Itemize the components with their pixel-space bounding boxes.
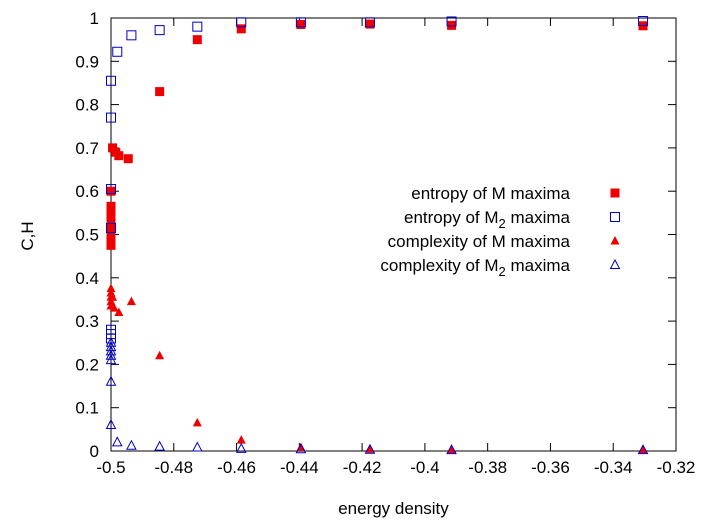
data-point <box>155 350 165 360</box>
data-point <box>446 16 457 27</box>
data-point <box>236 435 246 444</box>
data-point <box>126 30 137 41</box>
marks-layer <box>105 16 649 455</box>
data-point <box>106 184 116 195</box>
x-axis-title: energy density <box>338 499 449 518</box>
data-point <box>126 439 137 450</box>
x-tick-label: -0.44 <box>280 458 319 477</box>
data-point <box>105 336 117 347</box>
data-point <box>109 303 119 312</box>
y-axis-title: C,H <box>18 221 37 250</box>
legend-marker <box>610 188 620 198</box>
x-tick-label: -0.4 <box>410 458 439 477</box>
legend-label: entropy of M2 maxima <box>404 208 571 231</box>
data-point <box>105 375 117 386</box>
data-point <box>106 112 116 123</box>
y-tick-label: 0.2 <box>75 355 99 374</box>
legend-label: entropy of M maxima <box>411 184 570 203</box>
data-point <box>192 417 202 427</box>
data-point <box>365 444 375 453</box>
y-tick-label: 0.5 <box>75 226 99 245</box>
y-tick-label: 0.3 <box>75 312 99 331</box>
data-point <box>106 223 116 234</box>
legend-marker <box>609 258 621 269</box>
data-point <box>154 440 165 451</box>
data-point <box>295 17 306 28</box>
data-point <box>126 296 136 306</box>
data-point <box>296 19 306 29</box>
legend-label: complexity of M2 maxima <box>380 256 570 279</box>
data-point <box>154 25 165 36</box>
data-point <box>447 444 457 454</box>
data-point <box>106 75 116 86</box>
legend-label-suffix: maxima <box>510 208 570 227</box>
legend-label-main: complexity of M <box>380 256 498 275</box>
series-3 <box>105 336 649 455</box>
data-point <box>106 201 116 211</box>
data-point <box>123 154 133 164</box>
data-point <box>447 20 457 30</box>
y-tick-label: 1 <box>90 9 99 28</box>
data-point <box>235 442 247 453</box>
data-point <box>638 444 648 454</box>
x-tick-label: -0.5 <box>96 458 125 477</box>
data-point <box>106 234 116 244</box>
x-tick-label: -0.36 <box>531 458 570 477</box>
series-1 <box>106 16 649 344</box>
data-point <box>192 21 203 32</box>
x-tick-label: -0.38 <box>468 458 507 477</box>
legend-label-suffix: maxima <box>510 256 570 275</box>
ticks-layer: -0.5 -0.48 -0.46 -0.44 -0.42 -0.4 -0.38 -0.36 -0… <box>75 9 695 477</box>
data-point <box>236 17 247 28</box>
data-point <box>364 443 376 454</box>
data-point <box>106 324 116 335</box>
x-tick-label: -0.34 <box>594 458 633 477</box>
data-point <box>106 225 116 235</box>
data-point <box>295 443 307 454</box>
data-point <box>365 19 375 29</box>
x-tick-label: -0.42 <box>343 458 382 477</box>
data-point <box>105 418 117 430</box>
data-point <box>191 441 203 452</box>
data-point <box>108 292 118 301</box>
y-tick-label: 0.4 <box>75 269 99 288</box>
data-point <box>637 444 649 455</box>
data-point <box>106 296 116 306</box>
x-tick-label: -0.32 <box>657 458 696 477</box>
legend-label: complexity of M maxima <box>388 232 571 251</box>
y-tick-label: 0 <box>90 442 99 461</box>
x-tick-label: -0.46 <box>217 458 256 477</box>
data-point <box>114 151 124 161</box>
data-point <box>446 444 457 455</box>
legend-label-main: entropy of M <box>404 208 499 227</box>
y-tick-label: 0.7 <box>75 139 99 158</box>
y-tick-label: 0.8 <box>75 96 99 115</box>
data-point <box>106 283 116 293</box>
legend-label-subscript: 2 <box>499 216 506 231</box>
data-point <box>106 240 116 250</box>
series-2 <box>106 283 648 454</box>
data-point <box>638 16 649 27</box>
legend-marker <box>610 236 620 245</box>
data-point <box>236 24 246 34</box>
y-tick-label: 0.6 <box>75 182 99 201</box>
data-point <box>192 35 202 45</box>
data-point <box>106 212 116 222</box>
legend-marker <box>610 212 620 222</box>
y-tick-label: 0.9 <box>75 52 99 71</box>
data-point <box>364 17 375 28</box>
data-point <box>114 307 124 316</box>
data-point <box>112 46 123 57</box>
x-tick-label: -0.48 <box>154 458 193 477</box>
data-point <box>106 186 116 196</box>
y-tick-label: 0.1 <box>75 399 99 418</box>
data-point <box>111 436 123 447</box>
legend-label-subscript: 2 <box>499 264 506 279</box>
data-point <box>155 87 165 97</box>
